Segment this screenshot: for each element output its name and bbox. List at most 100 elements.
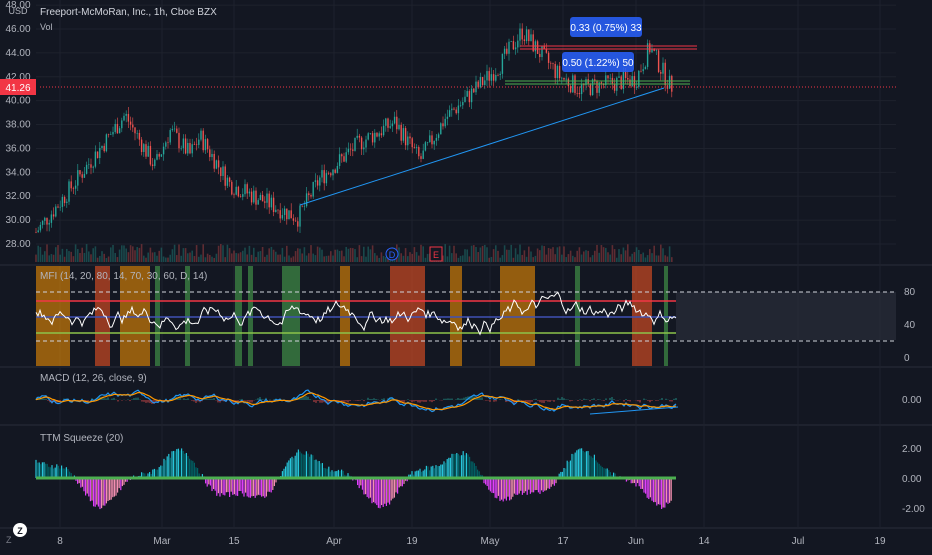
candle-body <box>266 194 267 203</box>
volume-bar <box>381 252 383 262</box>
zoom-reset-icon[interactable]: Z <box>6 535 12 545</box>
currency-badge[interactable]: USD <box>8 6 28 16</box>
candle-body <box>112 132 113 134</box>
volume-bar <box>73 256 75 262</box>
candle-body <box>176 129 177 133</box>
candle-body <box>211 154 212 157</box>
ttm-histogram-bar <box>194 463 195 478</box>
candle-body <box>442 123 443 126</box>
ttm-histogram-bar <box>531 478 532 492</box>
macd-histogram-bar <box>495 400 496 401</box>
dividend-marker[interactable]: D <box>386 248 398 260</box>
candle-body <box>414 147 415 148</box>
macd-histogram-bar <box>87 400 88 401</box>
candle-body <box>271 198 272 208</box>
candle-body <box>431 135 432 144</box>
candle-body <box>423 151 424 159</box>
macd-histogram-bar <box>185 399 186 400</box>
candle-body <box>40 225 41 231</box>
ttm-histogram-bar <box>663 478 664 508</box>
candle-body <box>341 154 342 156</box>
candle-body <box>288 210 289 219</box>
volume-bar <box>187 253 189 262</box>
macd-histogram-bar <box>657 400 658 401</box>
annotation-box-2[interactable]: 0.50 (1.22%) 50 <box>562 52 634 72</box>
ttm-histogram-bar <box>290 458 291 478</box>
ttm-histogram-bar <box>488 478 489 490</box>
macd-histogram-bar <box>549 400 550 402</box>
macd-histogram-bar <box>613 399 614 400</box>
ttm-histogram-bar <box>395 478 396 492</box>
macd-histogram-bar <box>661 398 662 400</box>
volume-label[interactable]: Vol <box>40 22 53 32</box>
volume-bar <box>326 256 328 262</box>
ttm-histogram-bar <box>602 467 603 478</box>
macd-title[interactable]: MACD (12, 26, close, 9) <box>40 373 147 384</box>
candle-body <box>302 206 303 207</box>
ttm-histogram-bar <box>394 478 395 498</box>
candle-body <box>460 105 461 106</box>
annotation-box-1[interactable]: 0.33 (0.75%) 33 <box>570 17 642 37</box>
volume-bar <box>257 252 259 262</box>
candle-body <box>335 170 336 173</box>
volume-bar <box>455 253 457 262</box>
ttm-histogram-bar <box>547 478 548 488</box>
candle-body <box>513 41 514 49</box>
ttm-title[interactable]: TTM Squeeze (20) <box>40 433 123 444</box>
ttm-histogram-bar <box>533 478 534 492</box>
tradingview-logo-icon[interactable]: Z <box>13 523 27 537</box>
volume-bar <box>117 257 119 262</box>
mfi-title[interactable]: MFI (14, 20, 80, 14, 70, 30, 60, D, 14) <box>40 271 207 282</box>
ttm-histogram-bar <box>435 465 436 478</box>
candle-body <box>297 221 298 226</box>
volume-bar <box>330 251 332 262</box>
macd-histogram-bar <box>605 398 606 400</box>
ttm-histogram-bar <box>90 478 91 501</box>
candle-body <box>383 126 384 135</box>
macd-histogram-bar <box>551 400 552 401</box>
ttm-histogram-bar <box>103 478 104 506</box>
candle-body <box>46 218 47 225</box>
macd-axis[interactable]: 0.00 <box>902 395 922 406</box>
candle-body <box>240 196 241 197</box>
time-tick-label: 17 <box>557 536 569 547</box>
macd-histogram-bar <box>451 399 452 400</box>
macd-histogram-bar <box>639 400 640 402</box>
candle-body <box>660 72 661 74</box>
macd-histogram-bar <box>591 399 592 400</box>
candle-body <box>526 29 527 41</box>
ttm-histogram-bar <box>453 454 454 478</box>
ttm-histogram-bar <box>256 478 257 496</box>
candle-body <box>249 192 250 194</box>
ttm-histogram-bar <box>35 460 36 478</box>
volume-bar <box>605 248 607 262</box>
ttm-histogram-bar <box>272 478 273 490</box>
candle-body <box>530 34 531 41</box>
volume-bar <box>614 249 616 262</box>
ttm-histogram-bar <box>215 478 216 491</box>
earnings-marker[interactable]: E <box>430 247 442 261</box>
macd-histogram-bar <box>193 400 194 401</box>
ttm-histogram-bar <box>167 456 168 478</box>
candle-body <box>57 207 58 208</box>
macd-histogram-bar <box>209 399 210 400</box>
macd-histogram-bar <box>423 400 424 402</box>
volume-bar <box>112 245 114 262</box>
volume-bar <box>328 256 330 262</box>
mfi-projection-zone <box>676 292 896 340</box>
candle-body <box>354 138 355 151</box>
candle-body <box>77 170 78 186</box>
ttm-histogram-bar <box>288 460 289 478</box>
candle-body <box>596 81 597 93</box>
volume-bar <box>464 249 466 262</box>
ttm-histogram-bar <box>259 478 260 495</box>
dividend-marker-label: D <box>389 250 396 260</box>
ttm-histogram-bar <box>264 478 265 498</box>
ttm-histogram-bar <box>298 449 299 478</box>
volume-bar <box>229 248 231 262</box>
candle-body <box>172 129 173 130</box>
macd-histogram-bar <box>409 400 410 401</box>
macd-histogram-bar <box>611 397 612 400</box>
symbol-title[interactable]: Freeport-McMoRan, Inc., 1h, Cboe BZX <box>40 7 217 18</box>
